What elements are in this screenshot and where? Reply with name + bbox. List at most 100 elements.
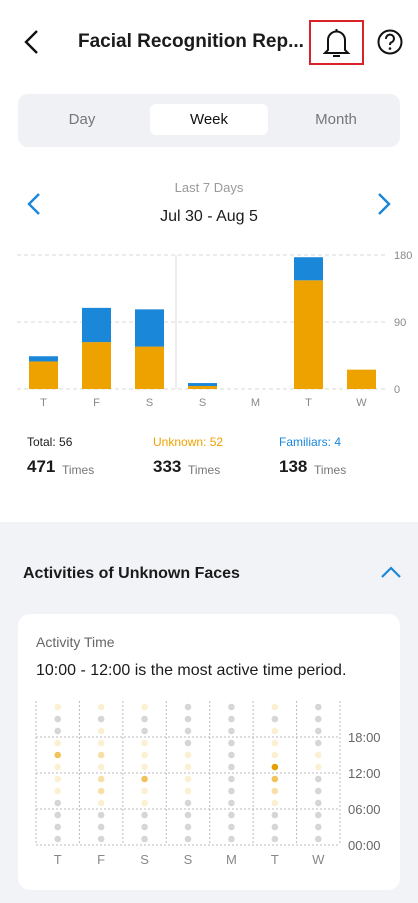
activity-dot: [314, 799, 322, 807]
tab[interactable]: Day: [68, 111, 96, 128]
activity-dot: [228, 835, 235, 843]
x-tick-label: T: [305, 397, 312, 409]
activity-dot: [54, 727, 62, 735]
activity-dot: [184, 823, 192, 831]
activity-dot: [141, 739, 148, 747]
stat-unit: Times: [314, 463, 347, 477]
activity-dot: [54, 775, 62, 783]
tab[interactable]: Month: [315, 111, 357, 128]
y-tick-label: 0: [394, 384, 400, 396]
activity-dot: [54, 715, 62, 723]
activity-dot: [184, 703, 192, 711]
activity-dot: [97, 739, 105, 747]
bar-segment: [29, 356, 58, 362]
activity-dot: [271, 811, 279, 819]
top-panel: [0, 0, 418, 522]
x-tick-label: F: [93, 397, 100, 409]
x-tick-label: T: [40, 397, 47, 409]
x-tick-label: S: [146, 397, 153, 409]
activity-dot: [314, 763, 322, 771]
activity-dot: [141, 751, 148, 759]
activity-dot: [184, 715, 192, 723]
stat-unit: Times: [62, 463, 95, 477]
bar-segment: [347, 369, 376, 389]
activity-dot: [97, 751, 105, 759]
stat-value: 471: [27, 457, 56, 476]
period-label: Last 7 Days: [174, 180, 244, 195]
activity-dot: [54, 763, 62, 771]
activity-dot: [271, 787, 279, 795]
activity-dot: [141, 715, 148, 723]
activity-dot: [97, 763, 105, 771]
activity-dot: [184, 739, 192, 747]
activity-dot: [271, 775, 279, 783]
activity-dot: [141, 799, 148, 807]
activity-dot: [97, 835, 105, 843]
activity-dot: [228, 739, 235, 747]
activity-dot: [271, 703, 279, 711]
stat-value: 138: [279, 457, 308, 476]
tab[interactable]: Week: [150, 104, 268, 135]
stat-unit: Times: [188, 463, 221, 477]
activity-dot: [271, 715, 279, 723]
activity-dot: [271, 799, 279, 807]
activity-dot: [184, 727, 192, 735]
section-title: Activities of Unknown Faces: [23, 565, 240, 582]
activity-dot: [314, 775, 322, 783]
bar-segment: [294, 280, 323, 389]
activity-dot: [228, 787, 235, 795]
activity-dot: [54, 751, 62, 759]
activity-dot: [184, 799, 192, 807]
activity-dot: [54, 703, 62, 711]
x-tick-label: W: [312, 852, 325, 867]
y-tick-label: 180: [394, 250, 412, 262]
activity-dot: [314, 715, 322, 723]
collapse-button[interactable]: [380, 564, 402, 580]
activity-dot: [271, 739, 279, 747]
x-tick-label: W: [356, 397, 367, 409]
activity-dot: [228, 703, 235, 711]
activity-dot: [314, 703, 322, 711]
x-tick-label: S: [199, 397, 206, 409]
y-tick-label: 06:00: [348, 802, 381, 817]
activity-dot: [141, 775, 148, 783]
activity-dot: [141, 787, 148, 795]
stat-label: Familiars: 4: [279, 435, 342, 449]
bar-segment: [82, 342, 111, 389]
activity-dot: [141, 811, 148, 819]
activity-dot: [228, 751, 235, 759]
activity-card: [18, 614, 400, 890]
activity-dot: [54, 835, 62, 843]
activity-dot: [97, 703, 105, 711]
activity-dot: [97, 715, 105, 723]
stat-label: Unknown: 52: [153, 435, 224, 449]
activity-dot: [228, 763, 235, 771]
activity-dot: [141, 727, 148, 735]
activity-dot: [228, 775, 235, 783]
bar-segment: [82, 307, 111, 343]
activity-dot: [97, 799, 105, 807]
x-tick-label: S: [140, 852, 149, 867]
bar-segment: [188, 383, 217, 387]
activity-dot: [314, 835, 322, 843]
help-button[interactable]: [376, 28, 404, 56]
stat-value: 333: [153, 457, 182, 476]
activity-dot: [54, 739, 62, 747]
activity-dot: [54, 799, 62, 807]
prev-button[interactable]: [24, 192, 44, 216]
activity-dot: [228, 727, 235, 735]
next-button[interactable]: [374, 192, 394, 216]
bar-segment: [135, 309, 164, 347]
activity-dot: [97, 775, 105, 783]
activity-dot: [271, 835, 279, 843]
activity-dot: [54, 787, 62, 795]
notification-button[interactable]: [309, 20, 364, 65]
activity-dot: [314, 727, 322, 735]
activity-dot: [271, 751, 279, 759]
activity-dot: [97, 823, 105, 831]
activity-dot: [141, 835, 148, 843]
activity-dot: [271, 823, 279, 831]
activity-dot: [314, 751, 322, 759]
back-button[interactable]: [20, 28, 46, 56]
